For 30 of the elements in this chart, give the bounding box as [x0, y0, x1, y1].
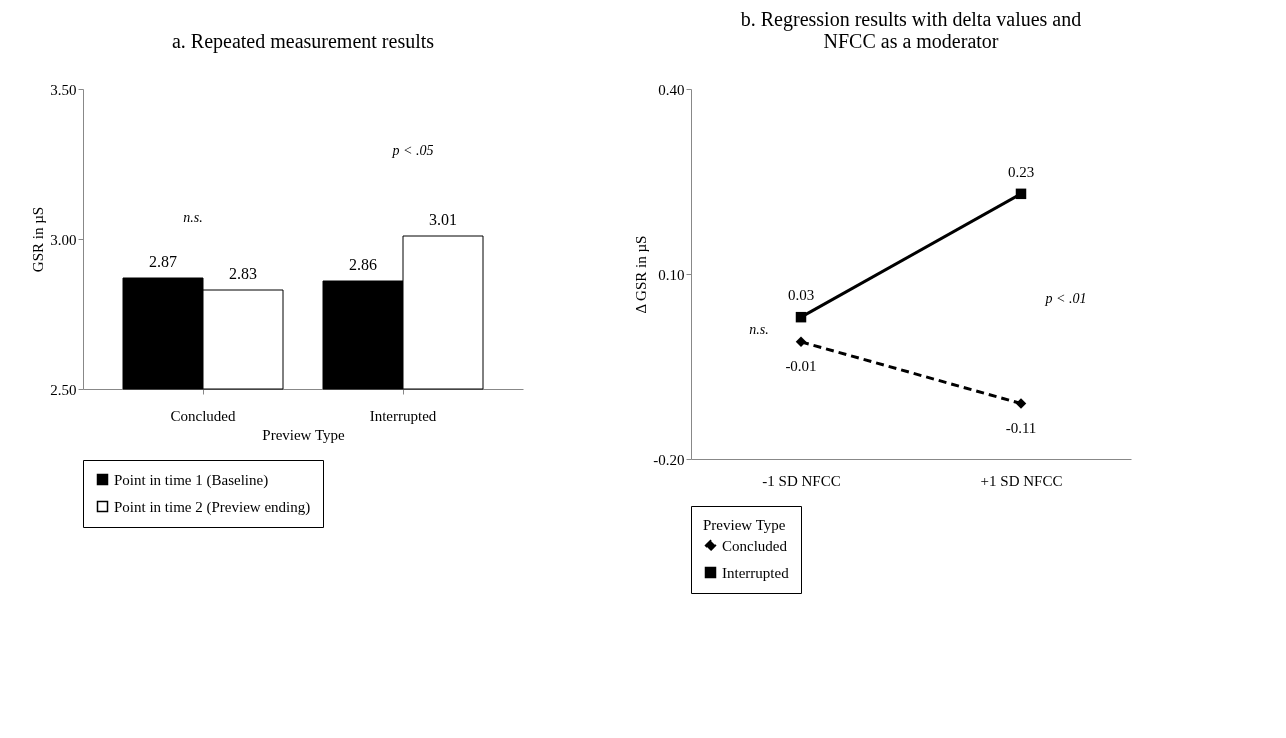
- legend-label: Point in time 2 (Preview ending): [114, 498, 311, 516]
- legend-label: Concluded: [722, 537, 788, 554]
- annotation: n.s.: [749, 321, 769, 337]
- y-tick-label: 0.40: [658, 81, 685, 98]
- y-tick-label: 0.10: [658, 266, 685, 283]
- y-tick-label: 3.50: [50, 81, 77, 98]
- data-label: 2.87: [149, 253, 177, 270]
- data-label: 2.83: [229, 265, 257, 282]
- data-label: 0.03: [787, 287, 815, 304]
- data-label: -0.01: [785, 357, 817, 374]
- chart-title: a. Repeated measurement results: [171, 30, 435, 53]
- y-tick-label: -0.20: [653, 451, 685, 468]
- y-tick-label: 3.00: [50, 231, 77, 248]
- legend-label: Interrupted: [722, 564, 790, 581]
- y-tick-label: 2.50: [50, 381, 77, 398]
- annotation: p < .05: [391, 143, 434, 158]
- x-tick-label: +1 SD NFCC: [980, 472, 1063, 489]
- x-axis-title: Preview Type: [262, 426, 346, 443]
- data-label: 3.01: [429, 211, 457, 228]
- data-label: 2.86: [349, 256, 377, 273]
- data-label: 0.23: [1007, 163, 1035, 180]
- annotation: n.s.: [183, 210, 203, 225]
- chart-title: b. Regression results with delta values and NFCC as a moderator: [740, 8, 1082, 52]
- y-axis-title: GSR in µS: [30, 206, 47, 273]
- legend-title: Preview Type: [703, 517, 786, 533]
- legend-label: Point in time 1 (Baseline): [114, 471, 269, 489]
- x-tick-label: -1 SD NFCC: [762, 472, 841, 489]
- data-label: -0.11: [1005, 419, 1037, 436]
- annotation: p < .01: [1044, 290, 1087, 306]
- y-axis-title: Δ GSR in µS: [633, 235, 650, 314]
